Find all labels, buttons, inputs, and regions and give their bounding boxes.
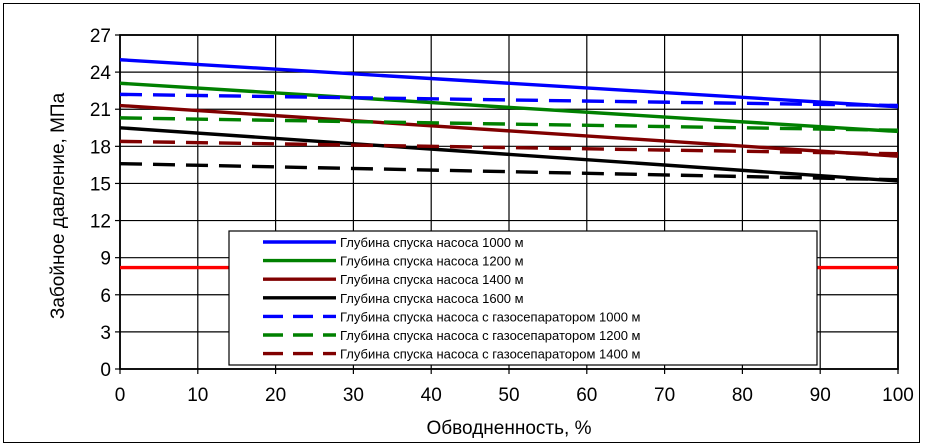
x-tick-label: 40 [421,385,442,406]
x-tick-label: 20 [265,385,286,406]
y-tick-label: 27 [90,26,111,47]
legend-label: Глубина спуска насоса 1000 м [340,235,524,250]
series-line-7 [119,139,899,156]
legend-label: Глубина спуска насоса с газосепаратором … [340,309,641,324]
series-line-2 [119,81,899,134]
x-tick-label: 70 [654,385,675,406]
x-tick-label: 100 [882,385,914,406]
series-line-3 [119,103,899,158]
y-axis: 0 3 6 9 12 15 18 21 24 27 [90,26,120,381]
y-tick-label: 0 [100,360,111,381]
x-axis-title: Обводненность, % [427,418,592,439]
x-tick-label: 60 [576,385,597,406]
y-axis-title: Забойное давление, МПа [48,92,69,319]
y-tick-label: 9 [100,249,111,270]
x-tick-label: 0 [115,385,126,406]
series-line-8 [119,161,899,182]
series-line-5 [119,92,899,108]
legend-label: Глубина спуска насоса с газосепаратором … [340,347,641,362]
x-tick-label: 30 [343,385,364,406]
x-tick-label: 80 [732,385,753,406]
y-tick-label: 3 [100,323,111,344]
y-tick-label: 15 [90,174,111,195]
legend-label: Глубина спуска насоса с газосепаратором … [340,328,641,343]
x-tick-label: 10 [187,385,208,406]
series-line-6 [119,116,899,132]
legend-label: Глубина спуска насоса 1600 м [340,291,524,306]
x-axis: 0 10 20 30 40 50 60 70 80 90 100 [115,369,914,406]
y-tick-label: 21 [90,100,111,121]
x-tick-label: 50 [498,385,519,406]
y-tick-label: 12 [90,212,111,233]
series-line-4 [119,126,899,183]
x-tick-label: 90 [810,385,831,406]
legend-label: Глубина спуска насоса 1400 м [340,272,524,287]
y-tick-label: 6 [100,286,111,307]
y-tick-label: 18 [90,137,111,158]
legend: Глубина спуска насоса 1000 м Глубина спус… [228,230,818,366]
y-tick-label: 24 [90,63,112,84]
legend-label: Глубина спуска насоса 1200 м [340,254,524,269]
series-line-1 [119,58,899,109]
